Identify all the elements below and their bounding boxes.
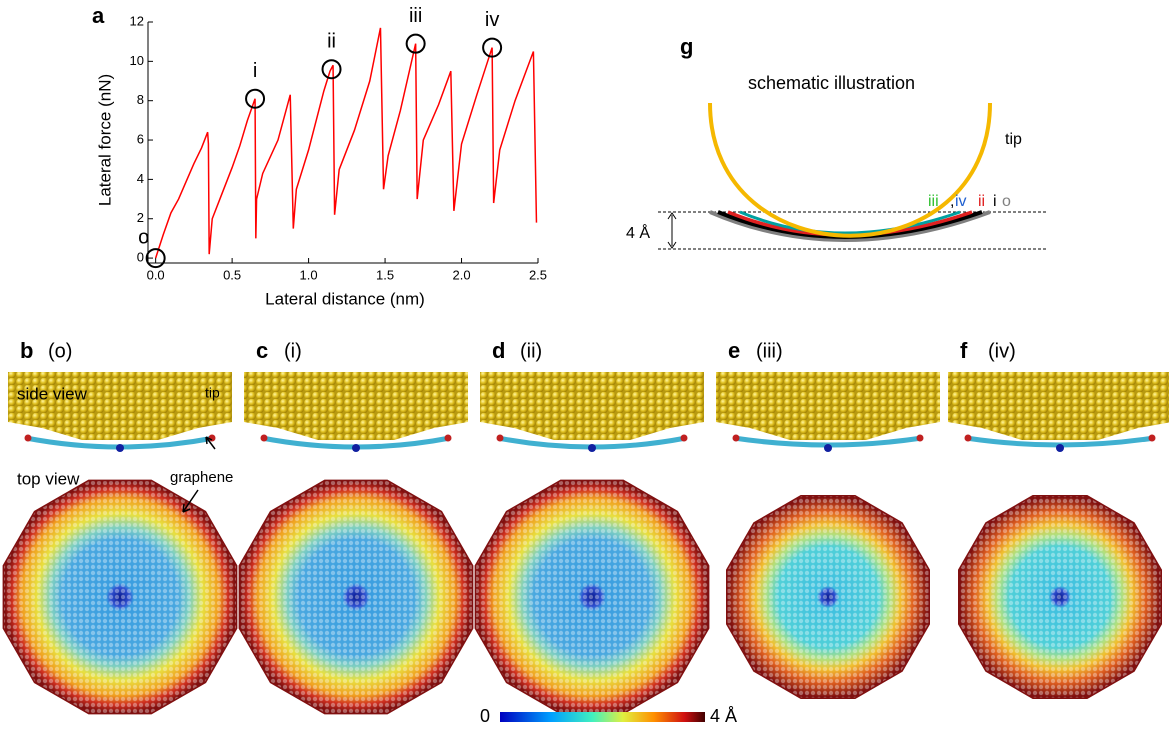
graphene-center [588,444,596,452]
graphene-center [116,444,124,452]
annotation-circle [145,248,166,269]
colorbar [500,712,705,722]
x-tick-label: 2.5 [529,267,547,282]
graphene-edge [444,434,452,442]
panel-state: (iii) [756,340,783,362]
arrow-heads [667,212,677,249]
y-axis-label: Lateral force (nN) [95,74,114,206]
y-tick-label: 10 [130,53,144,68]
tip-side-view [948,372,1169,440]
y-tick-label: 0 [137,250,144,265]
graphene-center [352,444,360,452]
curve-label: i [993,193,997,210]
y-tick-label: 12 [130,13,144,28]
tip-label: tip [205,385,220,401]
panel-label: a [92,3,105,28]
graphene-edge [1148,434,1156,442]
curve-iii-iv [739,210,961,235]
x-tick-label: 1.5 [376,267,394,282]
annotation-circle [405,33,426,54]
panel-state: (i) [284,340,302,362]
graphene-center [1056,444,1064,452]
graphene-edge [680,434,688,442]
annotation-label: ii [327,30,336,52]
panel-state: (iv) [988,340,1016,362]
tip-side-view [8,372,232,440]
curve-label: iv [955,193,967,210]
y-tick-label: 6 [137,131,144,146]
curve-label: o [1002,193,1011,210]
graphene-edge [964,434,972,442]
graphene-edge [496,434,504,442]
tip-side-view [480,372,704,440]
top-view-atoms [959,496,1161,698]
x-axis-label: Lateral distance (nm) [265,289,425,308]
curve-label: iii [928,193,939,210]
panel-label: d [492,338,505,363]
top-view-atoms [727,496,929,698]
curve-label: , [950,193,954,210]
panels: b (o) c (i) d (ii) e (iii) f (iv) [2,338,1169,715]
annotation-label: o [138,226,149,248]
panel-state: (ii) [520,340,542,362]
y-tick-label: 4 [137,171,144,186]
tip-curve [708,102,992,238]
top-view-atoms [4,481,236,713]
tip-side-view [244,372,468,440]
panel-state: (o) [48,340,72,362]
x-tick-label: 0.0 [147,267,165,282]
schematic-title: schematic illustration [748,73,915,93]
x-tick-label: 2.0 [452,267,470,282]
force-line [154,27,538,259]
top-view-atoms [240,481,472,713]
graphene-edge [260,434,268,442]
panel-label: g [680,34,693,59]
axes [147,22,538,264]
y-tick-label: 8 [137,92,144,107]
schematic: g schematic illustration tip 4 Å iii , i… [626,34,1046,250]
top-view-label: top view [17,469,80,488]
panel-label: e [728,338,740,363]
annotation-label: iv [485,9,499,31]
tip-side-view [716,372,940,440]
annotation-circle [321,59,342,80]
x-tick-label: 1.0 [300,267,318,282]
panel-label: f [960,338,968,363]
panel-label: c [256,338,268,363]
colorbar-min: 0 [480,706,490,726]
graphene-edge [916,434,924,442]
annotation-circle [482,37,503,58]
graphene-edge [732,434,740,442]
annotation-circle [245,88,266,109]
tip-label: tip [1005,131,1022,148]
colorbar-max: 4 Å [710,706,737,726]
pointer-arrow [182,489,199,513]
graphene-label: graphene [170,469,233,486]
annotation-label: i [253,60,257,82]
y-tick-label: 2 [137,210,144,225]
top-view-atoms [476,481,708,713]
side-view-label: side view [17,384,88,403]
annotation-label: iii [409,5,422,27]
depth-label: 4 Å [626,223,650,242]
graphene-edge [24,434,32,442]
panel-label: b [20,338,33,363]
graphene-center [824,444,832,452]
x-tick-label: 0.5 [223,267,241,282]
curve-o [709,210,991,242]
pointer-arrow [205,436,216,450]
curve-label: ii [978,193,985,210]
